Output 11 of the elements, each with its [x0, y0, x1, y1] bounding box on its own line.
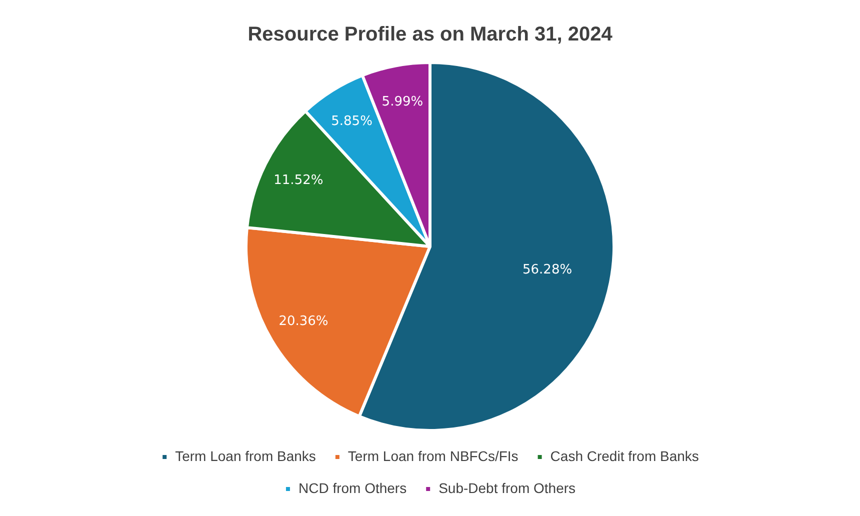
- chart-title: Resource Profile as on March 31, 2024: [248, 24, 614, 46]
- legend-label: Cash Credit from Banks: [550, 448, 699, 464]
- data-label: 56.28%: [522, 262, 572, 278]
- data-label: 11.52%: [274, 172, 324, 188]
- legend-label: Sub-Debt from Others: [438, 480, 576, 496]
- data-label: 20.36%: [278, 314, 328, 330]
- data-label: 5.85%: [331, 114, 372, 130]
- data-label: 5.99%: [382, 94, 424, 110]
- legend-label: NCD from Others: [298, 480, 407, 496]
- legend-label: Term Loan from NBFCs/FIs: [348, 448, 518, 464]
- legend-label: Term Loan from Banks: [175, 448, 316, 464]
